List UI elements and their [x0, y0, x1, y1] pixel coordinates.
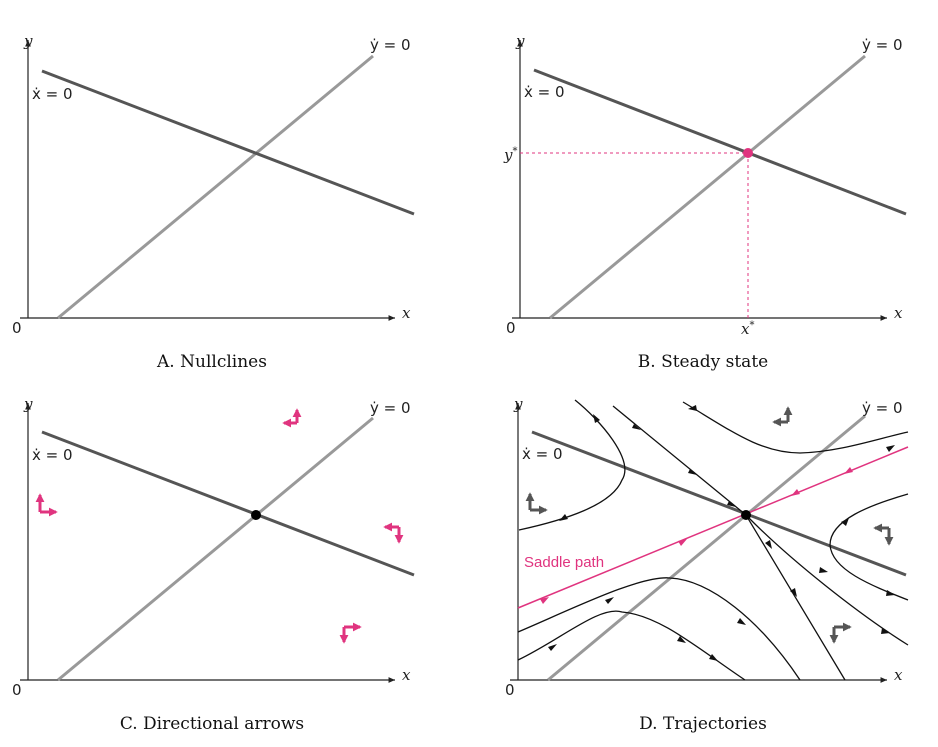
- origin-label: 0: [12, 681, 22, 699]
- trajectory-arrow: [709, 654, 718, 661]
- trajectory-arrow: [727, 501, 736, 507]
- trajectory-arrow: [841, 518, 849, 526]
- caption-c: C. Directional arrows: [120, 714, 304, 734]
- direction-arrow-bottom: [339, 622, 362, 644]
- y-dot-nullcline-label: ẏ = 0: [862, 36, 903, 54]
- y-dot-nullcline: [57, 54, 374, 320]
- x-axis-label: x: [402, 666, 411, 684]
- trajectory: [612, 405, 846, 681]
- trajectory-arrow: [765, 540, 772, 549]
- direction-arrow-right: [383, 522, 404, 544]
- saddle-path-label: Saddle path: [524, 554, 604, 571]
- x-axis-label: x: [402, 304, 411, 322]
- caption-a: A. Nullclines: [156, 352, 267, 372]
- trajectory-arrow: [688, 469, 697, 475]
- panel-c-directional-arrows: y x 0 ẋ = 0 ẏ = 0 C. Directional arrows: [12, 395, 415, 734]
- x-dot-nullcline: [41, 69, 415, 216]
- steady-state-point: [743, 148, 753, 158]
- y-dot-nullcline: [547, 414, 866, 682]
- panel-a-nullclines: y x 0 ẋ = 0 ẏ = 0 A. Nullclines: [12, 32, 415, 372]
- direction-arrow-right: [873, 523, 894, 546]
- trajectory-arrow: [790, 588, 797, 597]
- direction-arrow-top: [282, 408, 302, 428]
- steady-state-point: [741, 510, 751, 520]
- y-dot-nullcline-label: ẏ = 0: [370, 36, 411, 54]
- trajectory: [682, 401, 909, 454]
- direction-arrow-bottom: [829, 622, 852, 644]
- y-dot-nullcline: [549, 54, 866, 320]
- x-dot-nullcline-label: ẋ = 0: [32, 446, 73, 464]
- trajectory-arrow: [677, 636, 686, 643]
- trajectory-arrow: [559, 514, 568, 521]
- y-axis-label: y: [513, 395, 523, 413]
- trajectory-arrow: [819, 567, 828, 573]
- y-axis-label: y: [515, 32, 525, 50]
- saddle-arrow: [678, 539, 687, 546]
- saddle-arrow: [791, 489, 800, 496]
- trajectory-arrow: [737, 618, 746, 625]
- x-dot-nullcline: [41, 430, 415, 577]
- x-dot-nullcline: [531, 430, 907, 577]
- trajectory: [517, 577, 801, 681]
- x-star-label: x*: [741, 320, 754, 338]
- saddle-path: [517, 446, 909, 609]
- trajectory-arrow: [548, 644, 557, 651]
- y-dot-nullcline-label: ẏ = 0: [862, 399, 903, 417]
- trajectory-arrow: [886, 590, 895, 596]
- y-dot-nullcline-label: ẏ = 0: [370, 399, 411, 417]
- steady-state-point: [251, 510, 261, 520]
- trajectory: [518, 399, 626, 531]
- trajectory: [829, 493, 909, 601]
- y-star-label: y*: [503, 146, 517, 164]
- direction-arrow-left: [525, 492, 548, 515]
- y-axis-label: y: [23, 395, 33, 413]
- origin-label: 0: [506, 319, 516, 337]
- panel-d-trajectories: y x 0 ẋ = 0 ẏ = 0 Saddle path: [505, 395, 909, 734]
- x-dot-nullcline-label: ẋ = 0: [32, 85, 73, 103]
- trajectory-arrow: [605, 597, 614, 604]
- trajectory-arrow: [881, 628, 890, 634]
- origin-label: 0: [505, 681, 515, 699]
- trajectory-arrow: [886, 445, 895, 452]
- caption-b: B. Steady state: [638, 352, 768, 372]
- origin-label: 0: [12, 319, 22, 337]
- trajectory-arrow: [593, 414, 600, 423]
- panel-b-steady-state: y x 0 ẋ = 0 ẏ = 0 y* x* B. Steady state: [503, 32, 907, 372]
- trajectory-arrow: [688, 405, 697, 411]
- trajectory: [517, 610, 746, 681]
- direction-arrow-top: [772, 406, 793, 427]
- trajectory: [745, 514, 909, 646]
- y-dot-nullcline: [57, 416, 374, 682]
- y-axis-label: y: [23, 32, 33, 50]
- x-dot-nullcline: [533, 68, 907, 216]
- x-dot-nullcline-label: ẋ = 0: [524, 83, 565, 101]
- x-dot-nullcline-label: ẋ = 0: [522, 445, 563, 463]
- x-axis-label: x: [894, 666, 903, 684]
- steady-state-guides: [520, 152, 749, 318]
- saddle-arrow: [540, 597, 549, 604]
- caption-d: D. Trajectories: [639, 714, 767, 734]
- x-axis-label: x: [894, 304, 903, 322]
- saddle-arrow: [844, 467, 853, 474]
- direction-arrow-left: [35, 493, 58, 517]
- trajectory-arrow: [632, 424, 641, 430]
